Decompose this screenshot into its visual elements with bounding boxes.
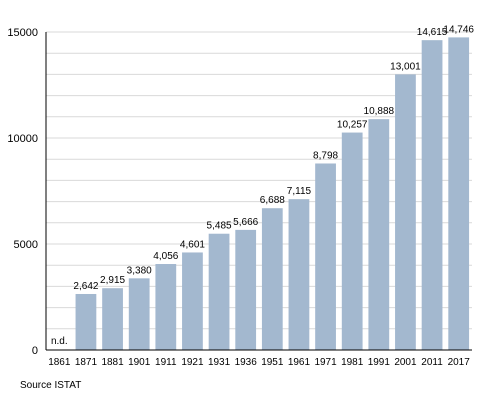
x-tick-label: 1971 [314, 357, 337, 368]
bar [182, 252, 203, 350]
bar [368, 119, 390, 350]
x-tick-label: 1981 [341, 357, 364, 368]
value-label: 4,601 [180, 239, 205, 250]
bar [235, 229, 257, 350]
value-label: 6,688 [260, 195, 285, 206]
value-label: 7,115 [287, 186, 312, 197]
bar [102, 288, 123, 350]
bar [288, 199, 310, 350]
bar [261, 208, 283, 350]
x-tick-label: 1861 [48, 357, 71, 368]
x-tick-label: 2017 [448, 357, 471, 368]
bar [155, 264, 177, 350]
x-tick-label: 2001 [394, 357, 417, 368]
x-tick-label: 1951 [261, 357, 284, 368]
x-tick-label: 1936 [235, 357, 258, 368]
value-label: 10,888 [364, 106, 395, 117]
value-label: 2,915 [100, 275, 125, 286]
value-label: 14,746 [443, 24, 474, 35]
x-tick-label: 1991 [368, 357, 391, 368]
x-tick-label: 1921 [181, 357, 204, 368]
bar [128, 278, 150, 350]
value-label: 14,615 [417, 27, 448, 38]
bar [208, 233, 230, 350]
bar [75, 293, 97, 350]
y-tick-label: 10000 [7, 133, 38, 145]
y-tick-label: 0 [32, 345, 38, 357]
bar [341, 132, 363, 350]
value-label: 2,642 [73, 281, 98, 292]
value-label: 8,798 [313, 150, 338, 161]
value-label: 3,380 [127, 265, 152, 276]
x-tick-label: 1961 [288, 357, 311, 368]
x-tick-label: 1901 [128, 357, 151, 368]
value-label: 5,485 [207, 221, 232, 232]
y-tick-label: 5000 [14, 239, 38, 251]
value-label: 4,056 [153, 251, 178, 262]
y-tick-label: 15000 [7, 27, 38, 39]
x-tick-label: 2011 [421, 357, 443, 368]
bar [315, 163, 336, 350]
value-label: 5,666 [233, 217, 258, 228]
bar [448, 37, 470, 351]
bar [395, 74, 416, 351]
x-tick-label: 1931 [208, 357, 231, 368]
x-tick-label: 1871 [75, 357, 98, 368]
value-label: n.d. [51, 336, 68, 347]
bar [421, 40, 443, 351]
source-note: Source ISTAT [20, 380, 82, 391]
value-label: 13,001 [390, 61, 421, 72]
value-label: 10,257 [337, 120, 368, 131]
x-tick-label: 1881 [101, 357, 124, 368]
x-tick-label: 1911 [155, 357, 177, 368]
